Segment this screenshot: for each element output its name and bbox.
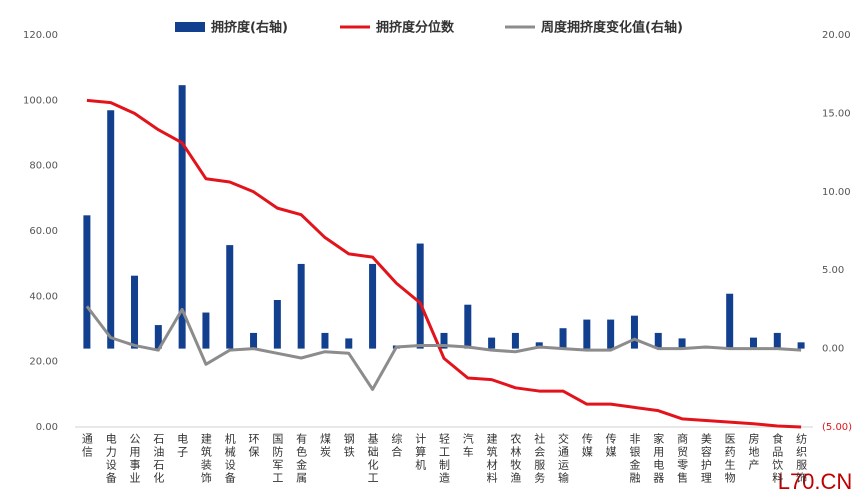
line xyxy=(85,305,802,391)
x-tick-label: 基础化工 xyxy=(366,433,379,485)
bar xyxy=(131,275,139,349)
x-tick-label: 家用电器 xyxy=(652,432,665,485)
bar xyxy=(297,263,305,349)
legend-label: 周度拥挤度变化值(右轴) xyxy=(541,20,683,36)
x-tick-label: 传媒 xyxy=(604,433,617,459)
bar xyxy=(488,337,496,349)
x-tick-label: 钢铁 xyxy=(342,433,355,459)
y-tick-label: 0.00 xyxy=(36,422,58,433)
bar xyxy=(83,215,91,349)
y2-tick-label: 10.00 xyxy=(822,187,851,198)
x-tick-label: 公用事业 xyxy=(128,433,141,485)
bar xyxy=(154,325,162,349)
bar xyxy=(797,342,805,349)
bar xyxy=(202,312,210,349)
legend-label: 拥挤度分位数 xyxy=(376,20,455,36)
bar xyxy=(749,337,757,349)
bar xyxy=(678,338,686,349)
y-tick-label: 120.00 xyxy=(23,30,58,41)
bar xyxy=(226,245,234,349)
x-tick-label: 建筑材料 xyxy=(485,432,498,485)
bar xyxy=(440,332,448,349)
x-tick-label: 农林牧渔 xyxy=(509,432,522,485)
x-tick-label: 煤炭 xyxy=(318,433,331,459)
y-tick-label: 100.00 xyxy=(23,95,58,106)
y-tick-label: 60.00 xyxy=(29,226,58,237)
y-tick-label: 80.00 xyxy=(29,161,58,172)
bar xyxy=(178,85,186,349)
x-tick-label: 医药生物 xyxy=(723,433,736,485)
x-tick-label: 机械设备 xyxy=(223,432,236,485)
bar xyxy=(273,299,281,349)
y2-tick-label: (5.00) xyxy=(822,422,852,433)
x-tick-label: 国防军工 xyxy=(271,433,284,485)
x-tick-label: 综合 xyxy=(390,432,403,459)
bar xyxy=(369,263,377,349)
bar xyxy=(630,315,638,349)
x-tick-label: 建筑装饰 xyxy=(199,432,212,485)
watermark: L70.CN xyxy=(778,469,853,494)
bar xyxy=(654,332,662,349)
x-tick-label: 石油石化 xyxy=(152,433,165,485)
x-tick-label: 美容护理 xyxy=(699,433,712,485)
y-tick-label: 40.00 xyxy=(29,291,58,302)
y2-tick-label: 5.00 xyxy=(822,265,844,276)
x-tick-label: 通信 xyxy=(80,433,93,459)
legend-swatch xyxy=(175,22,205,32)
x-tick-label: 房地产 xyxy=(747,433,760,472)
bar xyxy=(250,332,258,349)
x-tick-label: 电力设备 xyxy=(104,433,117,485)
x-tick-label: 汽车 xyxy=(461,432,474,459)
x-tick-label: 食品饮料 xyxy=(771,432,784,485)
x-tick-label: 非银金融 xyxy=(628,433,641,485)
bar xyxy=(726,293,734,349)
y-tick-label: 20.00 xyxy=(29,357,58,368)
bar xyxy=(321,332,329,349)
x-tick-label: 有色金属 xyxy=(295,432,308,485)
bar xyxy=(607,319,615,349)
x-tick-label: 纺织服饰 xyxy=(795,432,808,485)
bar xyxy=(464,304,472,349)
bar xyxy=(773,332,781,349)
x-tick-label: 轻工制造 xyxy=(438,432,451,485)
y2-tick-label: 20.00 xyxy=(822,30,851,41)
x-tick-label: 电子 xyxy=(176,433,189,459)
bar xyxy=(511,332,519,349)
y2-tick-label: 0.00 xyxy=(822,344,844,355)
x-tick-label: 交通运输 xyxy=(557,432,570,485)
x-tick-label: 社会服务 xyxy=(533,432,546,485)
bar xyxy=(416,243,424,349)
y2-tick-label: 15.00 xyxy=(822,108,851,119)
x-tick-label: 环保 xyxy=(247,433,260,459)
line xyxy=(86,98,802,429)
x-tick-label: 传媒 xyxy=(580,433,593,459)
legend-label: 拥挤度(右轴) xyxy=(211,20,288,36)
bar xyxy=(345,338,353,349)
x-tick-label: 商贸零售 xyxy=(676,432,689,485)
bar xyxy=(535,342,543,349)
x-tick-label: 计算机 xyxy=(414,433,427,472)
bar xyxy=(559,328,567,349)
bar xyxy=(583,319,591,349)
bar xyxy=(107,110,115,349)
